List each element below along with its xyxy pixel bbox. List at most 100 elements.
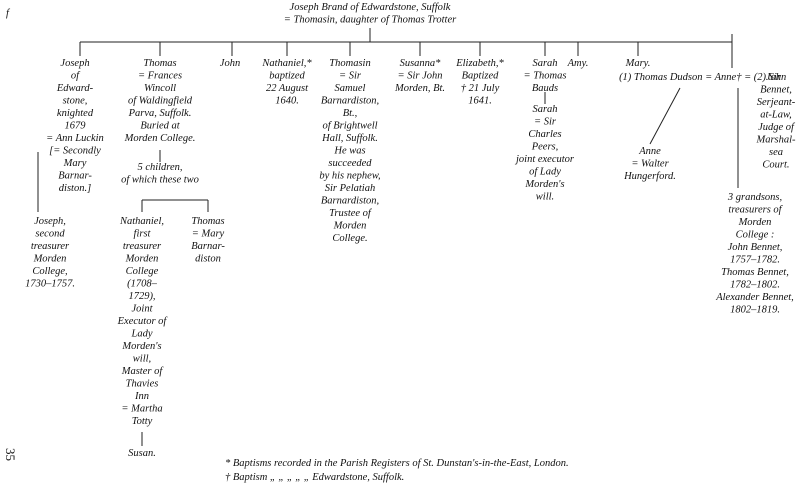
person-line: of	[71, 71, 81, 82]
person-line: John Bennet,	[728, 242, 783, 253]
person-line: 1679	[65, 121, 87, 132]
person-line: Bauds	[532, 83, 558, 94]
page-number: 35	[3, 448, 18, 461]
person-line: treasurer	[123, 241, 162, 252]
person-line: Master of	[121, 366, 165, 377]
person-line: treasurers of	[728, 205, 783, 216]
person-line: treasurer	[31, 241, 70, 252]
person-line: Sarah	[532, 104, 557, 115]
person-line: Elizabeth,*	[455, 58, 504, 69]
person-line: Marshal-	[755, 135, 796, 146]
person-line: Morden's	[121, 341, 161, 352]
connectors	[37, 28, 739, 446]
person-line: Mary	[63, 158, 87, 169]
person-line: Anne	[638, 146, 661, 157]
person-line: Thomas Bennet,	[721, 267, 789, 278]
footnote: † Baptism „ „ „ „ „ Edwardstone, Suffolk…	[225, 472, 404, 483]
person-line: Morden College.	[124, 133, 196, 144]
person-line: 3 grandsons,	[727, 192, 782, 203]
person-line: 1640.	[275, 96, 299, 107]
person-line: Barnar-	[58, 171, 92, 182]
person-line: Peers,	[531, 142, 559, 153]
person-line: Lady	[131, 329, 153, 340]
person-line: Susanna*	[400, 58, 442, 69]
person-line: by his nephew,	[319, 171, 380, 182]
person-line: baptized	[269, 71, 305, 82]
person-line: Joint	[132, 304, 154, 315]
person-line: 1757–1782.	[730, 255, 780, 266]
person-line: Nathaniel,*	[261, 58, 312, 69]
person-line: 22 August	[266, 83, 309, 94]
person-line: Sir Pelatiah	[325, 183, 375, 194]
person-line: 1730–1757.	[25, 279, 75, 290]
person-line: = Ann Luckin	[46, 133, 104, 144]
person-line: Amy.	[567, 58, 589, 69]
person-line: Barnar-	[191, 241, 225, 252]
person-line: succeeded	[328, 158, 372, 169]
person-line: Morden	[333, 221, 367, 232]
margin-mark: f	[6, 8, 11, 19]
person-line: Morden	[125, 254, 159, 265]
person-line: of Brightwell	[322, 121, 377, 132]
person-line: = Walter	[631, 159, 669, 170]
person-line: diston.]	[59, 183, 91, 194]
person-line: Parva, Suffolk.	[128, 108, 192, 119]
person-line: Totty	[132, 416, 153, 427]
person-line: Court.	[762, 160, 789, 171]
person-line: 1641.	[468, 96, 492, 107]
person-line: at-Law,	[760, 110, 792, 121]
person-line: Bt.,	[343, 108, 358, 119]
person-line: = Thomas	[524, 71, 567, 82]
person-line: 5 children,	[137, 162, 182, 173]
person-line: Executor of	[117, 316, 169, 327]
person-line: first	[134, 229, 152, 240]
person-line: = Sir John	[398, 71, 443, 82]
person-line: will,	[133, 354, 151, 365]
person-line: second	[35, 229, 65, 240]
person-line: of which these two	[121, 175, 199, 186]
person-line: 1802–1819.	[730, 305, 780, 316]
footnotes: * Baptisms recorded in the Parish Regist…	[225, 458, 569, 483]
person-line: 1782–1802.	[730, 280, 780, 291]
person-line: † 21 July	[461, 83, 500, 94]
person-line: stone,	[63, 96, 88, 107]
person-line: Hungerford.	[623, 171, 676, 182]
person-line: Thomas	[143, 58, 176, 69]
person-line: joint executor	[514, 154, 575, 165]
person-line: Edward-	[56, 83, 94, 94]
person-line: [= Secondly	[49, 146, 101, 157]
person-line: Thomas	[191, 216, 224, 227]
person-line: Thomasin	[329, 58, 370, 69]
person-line: = Mary	[192, 229, 225, 240]
person-line: Joseph	[60, 58, 89, 69]
person-line: Bennet,	[760, 85, 792, 96]
person-line: = Sir	[534, 117, 557, 128]
person-line: College,	[32, 266, 67, 277]
person-line: College :	[736, 230, 775, 241]
person-line: Mary.	[625, 58, 651, 69]
person-line: Morden	[33, 254, 67, 265]
person-line: Samuel	[335, 83, 366, 94]
person-line: Joseph,	[34, 216, 66, 227]
person-line: College.	[332, 233, 367, 244]
people: Joseph Brand of Edwardstone, Suffolk = Th…	[25, 2, 796, 459]
person-line: (1) Thomas Dudson = Anne† = (2) Sir	[619, 72, 782, 83]
person-line: Susan.	[128, 448, 156, 459]
person-line: Trustee of	[329, 208, 373, 219]
person-line: Wincoll	[144, 83, 176, 94]
person-line: Barnardiston,	[321, 196, 379, 207]
person-line: Sarah	[532, 58, 557, 69]
person-line: John	[766, 72, 786, 83]
person-line: diston	[195, 254, 221, 265]
person-line: Judge of	[758, 122, 796, 133]
person-line: = Sir	[339, 71, 362, 82]
person-line: = Frances	[138, 71, 182, 82]
connector	[649, 87, 681, 145]
person-line: Baptized	[462, 71, 499, 82]
person-line: knighted	[57, 108, 94, 119]
person-line: Charles	[528, 129, 561, 140]
person-line: Hall, Suffolk.	[321, 133, 378, 144]
person-line: = Thomasin, daughter of Thomas Trotter	[284, 15, 457, 26]
person-line: 1729),	[128, 291, 155, 302]
person-line: Joseph Brand of Edwardstone, Suffolk	[290, 2, 451, 13]
